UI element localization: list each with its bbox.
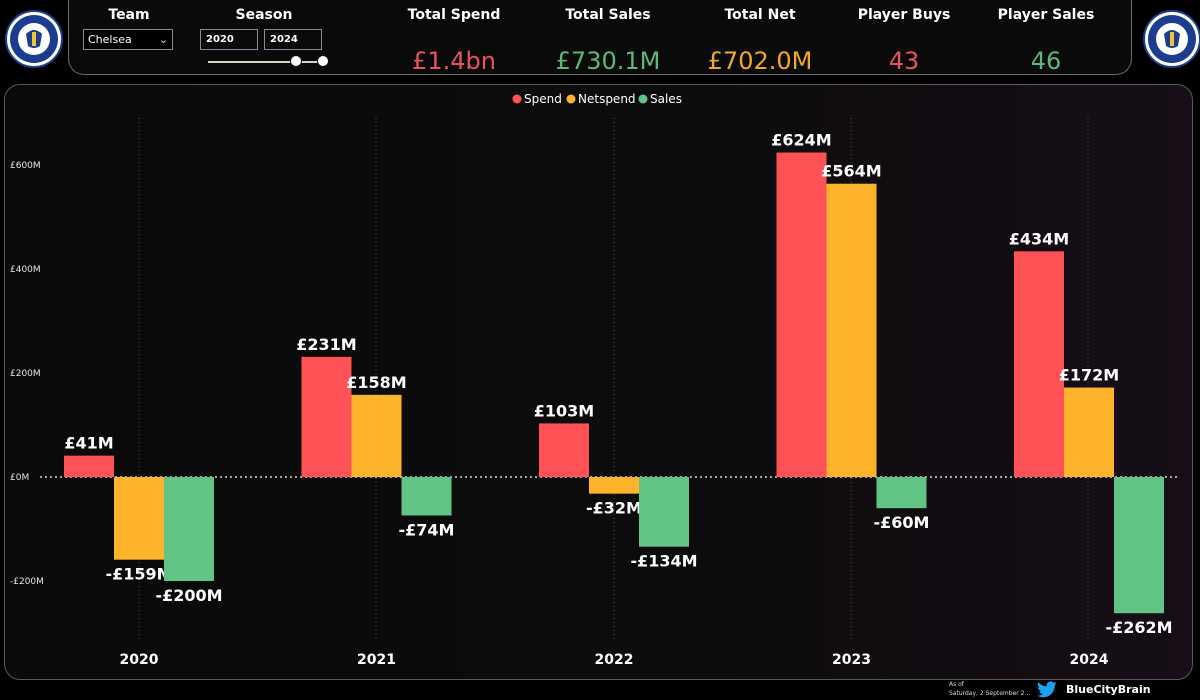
data-label-netspend-2024: £172M — [1059, 366, 1119, 385]
data-label-netspend-2022: -£32M — [586, 499, 642, 518]
kpi-label-player-buys: Player Buys — [857, 7, 951, 23]
x-tick-label: 2021 — [357, 652, 396, 668]
data-label-spend-2020: £41M — [64, 434, 113, 453]
twitter-icon[interactable] — [1036, 681, 1058, 699]
bar-sales-2020 — [164, 477, 214, 581]
y-tick-label: -£200M — [10, 577, 44, 587]
data-label-netspend-2023: £564M — [821, 162, 881, 181]
y-tick-label: £200M — [10, 369, 41, 379]
y-tick-label: £0M — [10, 473, 29, 483]
as-of-label: As of — [949, 681, 964, 688]
team-dropdown-value: Chelsea — [88, 33, 132, 46]
kpi-label-total-spend: Total Spend — [407, 7, 501, 23]
legend-label-sales: Sales — [650, 92, 682, 106]
kpi-value-total-sales: £730.1M — [555, 47, 661, 75]
bar-sales-2024 — [1114, 477, 1164, 614]
y-tick-label: £600M — [10, 161, 41, 171]
data-label-spend-2023: £624M — [771, 131, 831, 150]
bar-spend-2022 — [539, 423, 589, 477]
data-label-netspend-2021: £158M — [346, 373, 406, 392]
legend-swatch-netspend — [566, 94, 576, 104]
bar-spend-2024 — [1014, 251, 1064, 477]
season-slider-start-handle[interactable] — [290, 55, 302, 67]
data-label-spend-2021: £231M — [296, 335, 356, 354]
data-label-sales-2020: -£200M — [155, 586, 222, 605]
data-label-sales-2023: -£60M — [874, 513, 930, 532]
team-label: Team — [108, 7, 150, 23]
x-tick-label: 2022 — [595, 652, 634, 668]
y-tick-label: £400M — [10, 265, 41, 275]
bar-sales-2022 — [639, 477, 689, 547]
x-tick-label: 2024 — [1070, 652, 1109, 668]
bar-sales-2023 — [876, 477, 927, 509]
bar-spend-2020 — [64, 455, 114, 477]
legend-label-netspend: Netspend — [578, 92, 636, 106]
bar-netspend-2022 — [589, 477, 639, 494]
season-label: Season — [235, 7, 293, 23]
bar-spend-2021 — [301, 356, 352, 477]
kpi-label-total-sales: Total Sales — [565, 7, 651, 23]
bar-netspend-2024 — [1064, 387, 1114, 477]
chevron-down-icon: ⌄ — [158, 33, 168, 46]
team-dropdown[interactable]: Chelsea ⌄ — [83, 29, 173, 50]
legend-label-spend: Spend — [524, 92, 562, 106]
x-tick-label: 2020 — [120, 652, 159, 668]
kpi-label-total-net: Total Net — [724, 7, 796, 23]
bar-netspend-2023 — [826, 183, 877, 477]
data-label-netspend-2020: -£159M — [105, 565, 172, 584]
kpi-value-total-spend: £1.4bn — [412, 47, 496, 75]
legend-swatch-spend — [512, 94, 522, 104]
as-of-block: As of Saturday, 2 September 2... — [949, 680, 1030, 698]
chelsea-crest-logo-left — [5, 10, 63, 68]
as-of-date: Saturday, 2 September 2... — [949, 690, 1031, 697]
kpi-label-player-sales: Player Sales — [997, 7, 1095, 23]
bar-spend-2023 — [776, 152, 827, 477]
kpi-value-player-sales: 46 — [1030, 47, 1062, 75]
kpi-value-player-buys: 43 — [888, 47, 920, 75]
data-label-sales-2022: -£134M — [630, 552, 697, 571]
season-start-input[interactable]: 2020 — [200, 29, 258, 50]
data-label-sales-2021: -£74M — [399, 520, 455, 539]
data-label-spend-2024: £434M — [1009, 229, 1069, 248]
data-label-spend-2022: £103M — [534, 401, 594, 420]
legend-swatch-sales — [638, 94, 648, 104]
data-label-sales-2024: -£262M — [1105, 618, 1172, 637]
season-end-input[interactable]: 2024 — [264, 29, 322, 50]
kpi-value-total-net: £702.0M — [707, 47, 813, 75]
chelsea-crest-logo-right — [1143, 10, 1200, 68]
bar-netspend-2021 — [351, 394, 402, 477]
season-slider-track[interactable] — [208, 61, 326, 63]
season-slider-end-handle[interactable] — [317, 55, 329, 67]
bar-netspend-2020 — [114, 477, 164, 560]
bar-sales-2021 — [401, 477, 452, 516]
brand-handle: BlueCityBrain — [1066, 683, 1151, 696]
x-tick-label: 2023 — [832, 652, 871, 668]
